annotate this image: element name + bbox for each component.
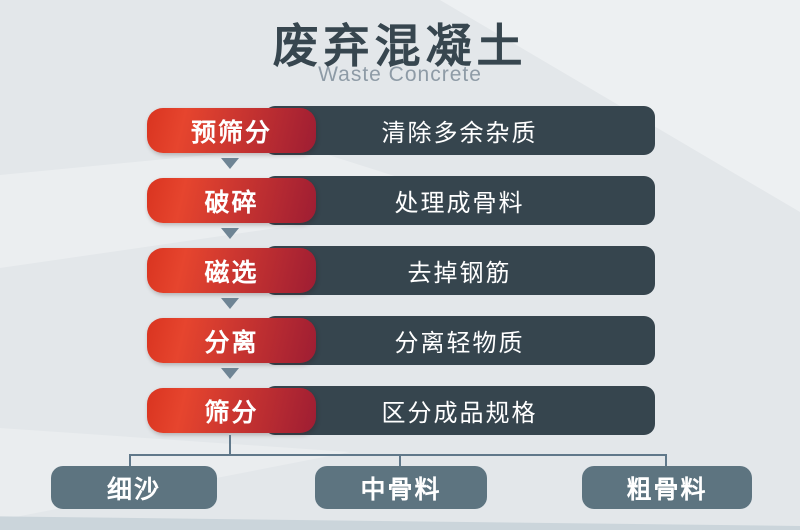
background-bottom-band [0,516,800,530]
step-label-pill: 磁选 [147,248,316,293]
step-label-pill: 破碎 [147,178,316,223]
connector-drop-right [665,455,667,467]
step-desc-text: 区分成品规格 [381,400,538,427]
step-label-text: 预筛分 [190,118,272,147]
step-desc-box: 分离轻物质 [264,316,655,365]
page-subtitle: Waste Concrete [318,63,482,86]
step-desc-text: 清除多余杂质 [381,120,538,147]
step-label-text: 分离 [204,328,259,357]
step-desc-box: 处理成骨料 [264,176,655,225]
connector-stem [229,435,231,455]
output-label: 粗骨料 [626,475,708,504]
down-arrow-icon [221,228,239,239]
step-desc-box: 去掉钢筋 [264,246,655,295]
down-arrow-icon [221,368,239,379]
down-arrow-icon [221,298,239,309]
output-box: 细沙 [51,466,217,509]
page-title: 废弃混凝土 [272,20,528,72]
step-label-text: 筛分 [204,398,259,427]
output-box: 粗骨料 [582,466,752,509]
connector-drop-middle [399,455,401,467]
step-label-pill: 分离 [147,318,316,363]
output-label: 中骨料 [360,475,442,504]
step-desc-text: 去掉钢筋 [407,260,512,287]
step-desc-box: 清除多余杂质 [264,106,655,155]
step-desc-text: 分离轻物质 [394,330,525,357]
step-desc-text: 处理成骨料 [394,190,525,217]
step-desc-box: 区分成品规格 [264,386,655,435]
step-label-pill: 预筛分 [147,108,316,153]
step-label-text: 磁选 [204,258,259,287]
connector-drop-left [129,455,131,467]
output-box: 中骨料 [315,466,487,509]
step-label-text: 破碎 [204,188,259,217]
down-arrow-icon [221,158,239,169]
step-label-pill: 筛分 [147,388,316,433]
connector-crossbar [129,454,667,456]
output-label: 细沙 [106,475,161,504]
